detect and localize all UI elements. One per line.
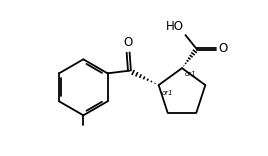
Text: O: O: [124, 36, 133, 49]
Text: O: O: [218, 42, 228, 55]
Text: or1: or1: [185, 71, 196, 77]
Text: or1: or1: [162, 90, 173, 96]
Text: HO: HO: [166, 20, 184, 34]
